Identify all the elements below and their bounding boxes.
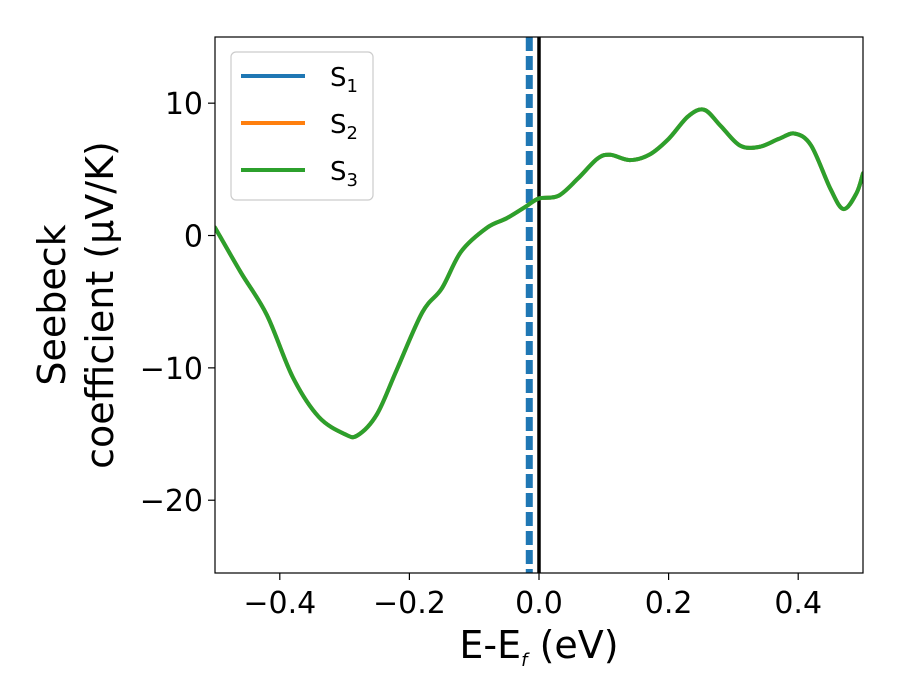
legend-label-s3: S3 (330, 157, 358, 191)
x-axis-ticks: −0.4 −0.2 0.0 0.2 0.4 (243, 573, 822, 621)
y-tick-label: 10 (165, 87, 203, 122)
y-tick-label: −10 (140, 352, 203, 387)
legend-label-s1: S1 (330, 63, 358, 97)
y-axis-label-line2: coefficient (μV/K) (78, 141, 122, 469)
x-tick-label: −0.4 (243, 586, 316, 621)
x-tick-label: −0.2 (373, 586, 446, 621)
legend-label-s2: S2 (330, 110, 358, 144)
y-tick-label: −20 (140, 484, 203, 519)
x-tick-label: 0.4 (774, 586, 822, 621)
vertical-markers (525, 37, 541, 573)
x-axis-label: E-Ef (eV) (459, 623, 618, 671)
x-tick-label: 0.2 (645, 586, 693, 621)
series-lines (215, 107, 863, 440)
series-line-s3 (215, 107, 863, 440)
y-axis-ticks: −20 −10 0 10 (140, 87, 215, 519)
y-tick-label: 0 (184, 220, 203, 255)
y-axis-label-line1: Seebeck (30, 224, 74, 385)
x-tick-label: 0.0 (515, 586, 563, 621)
legend: S1 S2 S3 (230, 51, 374, 201)
legend-box (230, 51, 374, 201)
